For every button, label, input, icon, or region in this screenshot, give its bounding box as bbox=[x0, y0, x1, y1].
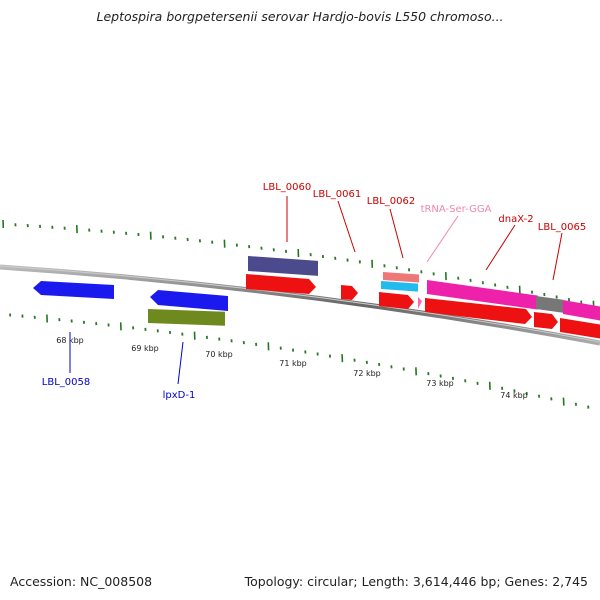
tick-label: 71 kbp bbox=[279, 359, 307, 368]
feature-dnax-2[interactable] bbox=[425, 280, 563, 329]
feature-lbl-0061[interactable] bbox=[341, 285, 358, 300]
feature-label[interactable]: LBL_0065 bbox=[538, 222, 586, 233]
gene-arrow-forward[interactable] bbox=[379, 292, 414, 309]
map-title: Leptospira borgpetersenii serovar Hardjo… bbox=[96, 9, 504, 24]
feature-lpxd-1[interactable] bbox=[148, 290, 228, 326]
chromosome-backbone-highlight bbox=[0, 265, 600, 343]
misc-bar-gray[interactable] bbox=[536, 296, 563, 313]
gene-arrow-reverse[interactable] bbox=[33, 281, 114, 299]
cds-bar[interactable] bbox=[148, 309, 225, 326]
tick-label: 72 kbp bbox=[353, 369, 381, 378]
feature-label[interactable]: LBL_0062 bbox=[367, 196, 415, 207]
gene-arrow-reverse[interactable] bbox=[150, 290, 228, 311]
feature-trna-ser-gga[interactable] bbox=[418, 297, 422, 309]
cds-bar[interactable] bbox=[248, 256, 318, 276]
tick-label: 73 kbp bbox=[426, 379, 454, 388]
feature-lbl-0058[interactable] bbox=[33, 281, 114, 299]
feature-label[interactable]: lpxD-1 bbox=[163, 390, 196, 401]
tick-label: 70 kbp bbox=[205, 350, 233, 359]
feature-label[interactable]: LBL_0060 bbox=[263, 182, 311, 193]
trna-arrow[interactable] bbox=[418, 297, 422, 309]
gene-arrow-forward[interactable] bbox=[246, 274, 316, 294]
tick-label: 69 kbp bbox=[131, 344, 159, 353]
scale-ticks-lower bbox=[9, 313, 590, 409]
feature-label[interactable]: dnaX-2 bbox=[498, 214, 533, 225]
tick-label: 74 kbp bbox=[500, 391, 528, 400]
gene-arrow-forward[interactable] bbox=[425, 298, 532, 324]
feature-label[interactable]: tRNA-Ser-GGA bbox=[421, 204, 492, 215]
label-leader-lines bbox=[69, 196, 563, 385]
feature-lbl-0065[interactable] bbox=[560, 300, 600, 339]
rrna-bar-cyan[interactable] bbox=[381, 281, 418, 292]
chromosome-backbone bbox=[0, 264, 600, 346]
feature-label[interactable]: LBL_0061 bbox=[313, 189, 361, 200]
misc-bar-pink[interactable] bbox=[427, 280, 538, 310]
gene-arrow-forward[interactable] bbox=[341, 285, 358, 300]
scale-ticks-upper bbox=[2, 219, 595, 309]
genome-summary-text: Topology: circular; Length: 3,614,446 bp… bbox=[244, 574, 588, 589]
rrna-bar-salmon[interactable] bbox=[383, 272, 419, 283]
feature-labels: LBL_0058 lpxD-1 LBL_0060 LBL_0061 LBL_00… bbox=[42, 182, 586, 401]
feature-lbl-0062[interactable] bbox=[379, 272, 419, 309]
gene-arrow-forward[interactable] bbox=[560, 318, 600, 339]
feature-lbl-0060[interactable] bbox=[246, 256, 318, 294]
accession-text: Accession: NC_008508 bbox=[10, 574, 153, 589]
misc-bar-pink[interactable] bbox=[563, 300, 600, 322]
scale-labels: 68 kbp 69 kbp 70 kbp 71 kbp 72 kbp 73 kb… bbox=[56, 336, 528, 400]
feature-label[interactable]: LBL_0058 bbox=[42, 377, 90, 388]
gene-arrow-forward[interactable] bbox=[534, 312, 558, 329]
